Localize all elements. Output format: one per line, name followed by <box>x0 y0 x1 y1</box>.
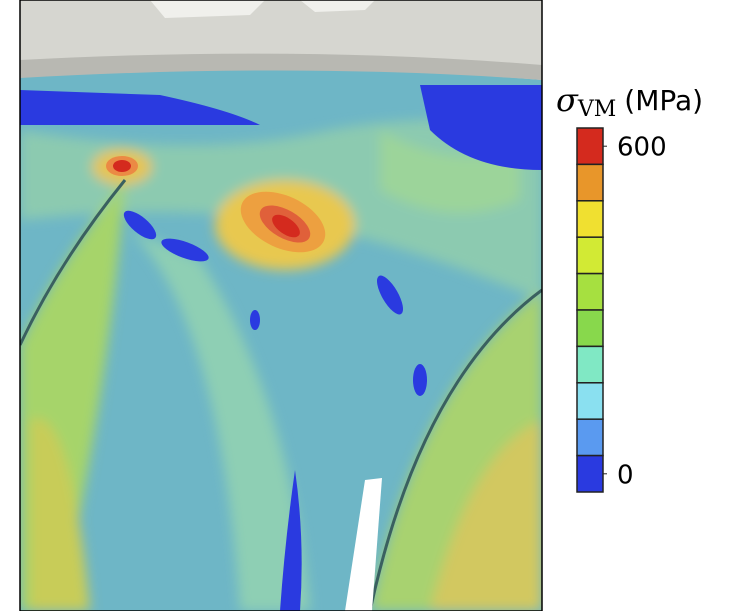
colorbar-title: σVM(MPa) <box>556 81 703 123</box>
color-swatch <box>577 237 603 273</box>
color-swatch <box>577 310 603 346</box>
color-swatch <box>577 164 603 200</box>
stress-contour <box>20 0 542 611</box>
color-swatch <box>577 201 603 237</box>
color-swatch <box>577 383 603 419</box>
tick-label: 0 <box>617 460 634 490</box>
color-swatch <box>577 456 603 492</box>
color-swatch <box>577 419 603 455</box>
tick-label: 600 <box>617 133 667 163</box>
color-swatch <box>577 274 603 310</box>
page: 6000 σVM(MPa) (() => { const data = JSON… <box>0 0 748 615</box>
color-swatch <box>577 346 603 382</box>
figure: 600 0 σVM(MPa) <box>0 0 748 611</box>
colorbar: 600 0 <box>577 128 667 492</box>
color-swatch <box>577 128 603 164</box>
